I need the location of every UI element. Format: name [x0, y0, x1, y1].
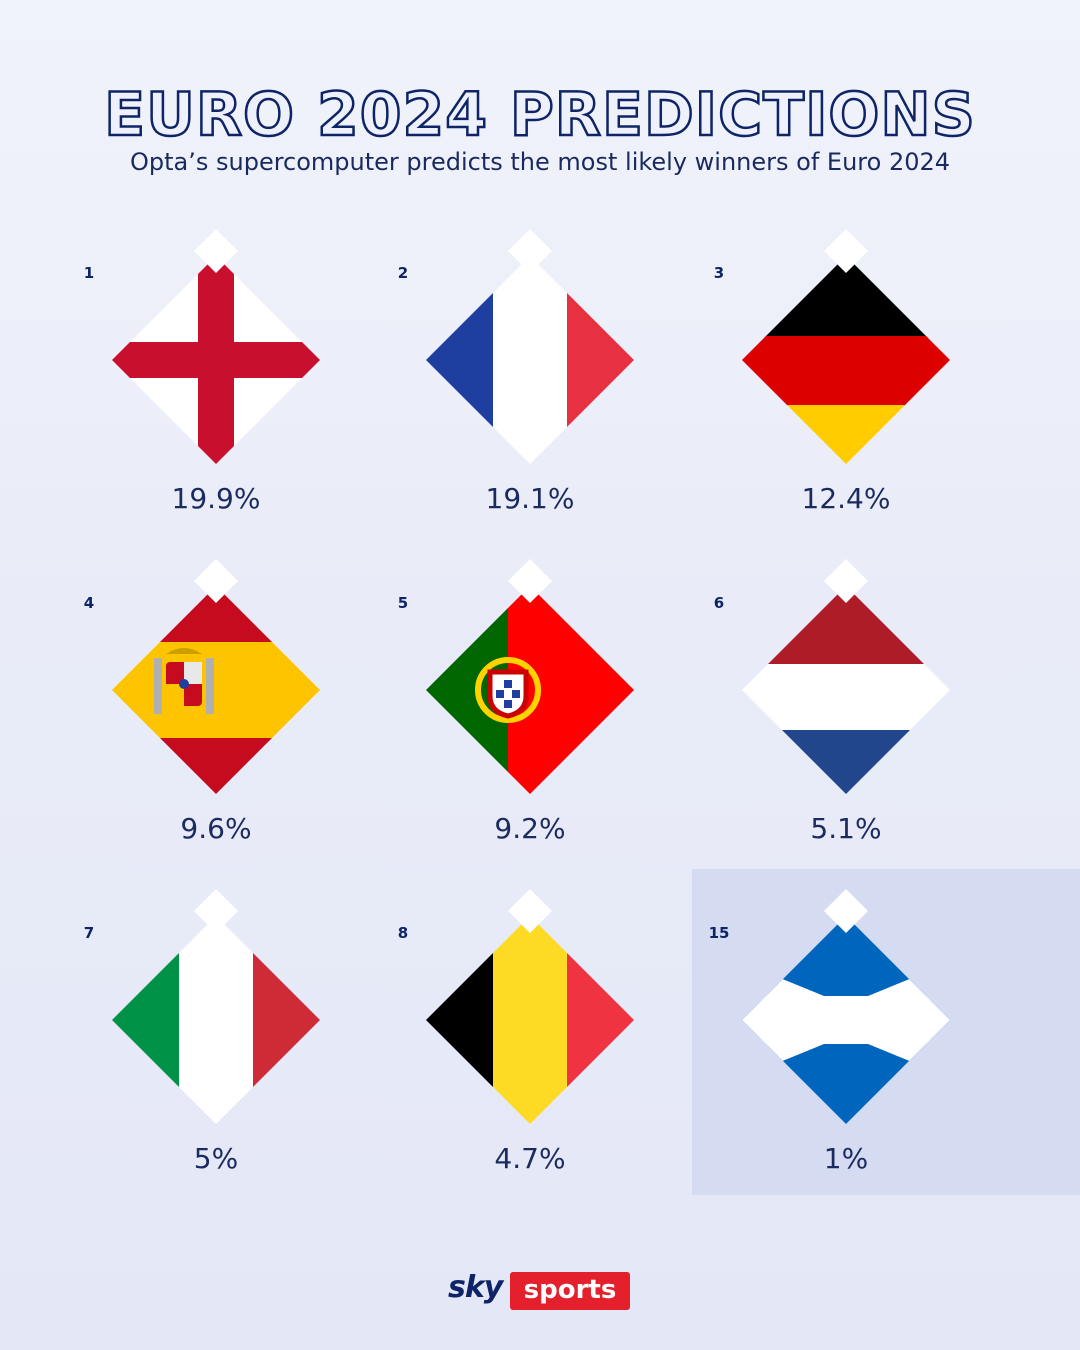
rank-number: 5 [397, 594, 409, 612]
win-percentage: 19.9% [171, 482, 261, 515]
prediction-card-france: 2 19.1% [380, 229, 680, 550]
rank-badge [824, 229, 868, 273]
france-flag-icon [426, 256, 634, 464]
germany-flag-icon [742, 256, 950, 464]
rank-number: 2 [397, 264, 409, 282]
prediction-card-scotland: 15 1% [696, 889, 996, 1210]
rank-badge [194, 889, 238, 933]
england-flag-icon [112, 256, 320, 464]
rank-badge [508, 889, 552, 933]
netherlands-flag-icon [742, 586, 950, 794]
rank-number: 8 [397, 924, 409, 942]
prediction-card-germany: 3 12.4% [696, 229, 996, 550]
rank-number: 6 [713, 594, 725, 612]
prediction-card-spain: 4 9.6% [66, 559, 366, 880]
rank-badge [194, 229, 238, 273]
rank-badge [824, 889, 868, 933]
win-percentage: 9.2% [494, 812, 566, 845]
win-percentage: 9.6% [180, 812, 252, 845]
rank-number: 3 [713, 264, 725, 282]
win-percentage: 4.7% [494, 1142, 566, 1175]
rank-badge [508, 229, 552, 273]
rank-number: 15 [708, 924, 730, 942]
prediction-card-netherlands: 6 5.1% [696, 559, 996, 880]
rank-badge [194, 559, 238, 603]
rank-badge [824, 559, 868, 603]
prediction-card-portugal: 5 9.2% [380, 559, 680, 880]
win-percentage: 1% [823, 1142, 869, 1175]
win-percentage: 19.1% [485, 482, 575, 515]
win-percentage: 12.4% [801, 482, 891, 515]
win-percentage: 5% [193, 1142, 239, 1175]
logo-sports-text: sports [510, 1272, 630, 1310]
rank-number: 7 [83, 924, 95, 942]
portugal-flag-icon [426, 586, 634, 794]
scotland-flag-icon [742, 916, 950, 1124]
rank-number: 4 [83, 594, 95, 612]
italy-flag-icon [112, 916, 320, 1124]
belgium-flag-icon [426, 916, 634, 1124]
prediction-card-italy: 7 5% [66, 889, 366, 1210]
prediction-card-england: 1 19.9% [66, 229, 366, 550]
rank-badge [508, 559, 552, 603]
logo-sky-text: sky [448, 1270, 503, 1305]
spain-flag-icon [112, 586, 320, 794]
prediction-card-belgium: 8 4.7% [380, 889, 680, 1210]
page-subtitle: Opta’s supercomputer predicts the most l… [129, 148, 951, 176]
page-title: EURO 2024 PREDICTIONS [103, 79, 976, 152]
win-percentage: 5.1% [810, 812, 882, 845]
rank-number: 1 [83, 264, 95, 282]
